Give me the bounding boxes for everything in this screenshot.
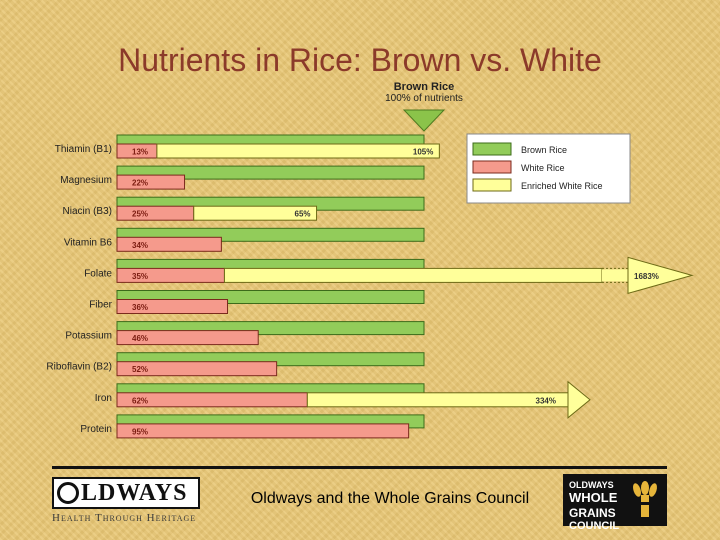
category-label: Fiber bbox=[89, 300, 112, 311]
category-label: Vitamin B6 bbox=[64, 237, 113, 248]
oldways-tagline: Health Through Heritage bbox=[52, 512, 197, 524]
legend-swatch bbox=[472, 178, 512, 192]
wgc-line4: COUNCIL bbox=[569, 520, 620, 532]
whole-grains-council-logo: OLDWAYS WHOLE GRAINS COUNCIL bbox=[563, 474, 667, 532]
label-white-rice: 62% bbox=[132, 396, 148, 405]
bar-white-rice bbox=[116, 236, 222, 252]
category-label: Potassium bbox=[65, 331, 112, 342]
label-enriched-white-rice: 334% bbox=[536, 396, 556, 405]
label-enriched-white-rice: 65% bbox=[295, 210, 311, 219]
reference-title: Brown Rice bbox=[394, 81, 455, 93]
bar-enriched-arrowhead bbox=[627, 256, 694, 295]
bar-enriched-break-fill bbox=[602, 269, 628, 282]
footer-divider bbox=[52, 466, 667, 469]
legend-label: White Rice bbox=[521, 163, 565, 173]
wgc-line2: WHOLE bbox=[569, 490, 618, 505]
bar-white-rice bbox=[116, 330, 259, 346]
category-label: Folate bbox=[84, 268, 112, 279]
label-white-rice: 13% bbox=[132, 148, 148, 157]
wgc-line3-word: GRAINS bbox=[569, 506, 616, 520]
category-label: Niacin (B3) bbox=[63, 206, 112, 217]
bar-enriched-white-rice bbox=[193, 205, 318, 221]
label-enriched-white-rice: 1683% bbox=[634, 272, 659, 281]
bar-white-rice bbox=[116, 205, 195, 221]
label-white-rice: 35% bbox=[132, 272, 148, 281]
oldways-logo: LDWAYS bbox=[52, 477, 200, 509]
legend-swatch bbox=[472, 160, 512, 174]
page-title: Nutrients in Rice: Brown vs. White bbox=[118, 42, 602, 78]
bar-white-rice bbox=[116, 174, 186, 190]
reference-arrow bbox=[402, 109, 446, 132]
category-label: Magnesium bbox=[60, 175, 112, 186]
bar-brown-rice bbox=[116, 165, 425, 180]
legend-label: Enriched White Rice bbox=[521, 181, 603, 191]
label-white-rice: 36% bbox=[132, 303, 148, 312]
bar-enriched-arrowhead bbox=[567, 380, 591, 419]
bar-enriched-white-rice bbox=[306, 392, 569, 408]
bar-white-rice bbox=[116, 299, 229, 314]
bar-enriched-white-rice bbox=[223, 267, 603, 283]
label-white-rice: 46% bbox=[132, 334, 148, 343]
wgc-line3: GRAINS COUNCIL bbox=[569, 506, 619, 532]
oldways-logo-ring bbox=[57, 482, 79, 504]
label-white-rice: 25% bbox=[132, 210, 148, 219]
oldways-logo-text: LDWAYS bbox=[81, 480, 188, 506]
label-white-rice: 22% bbox=[132, 179, 148, 188]
legend-label: Brown Rice bbox=[521, 145, 567, 155]
label-white-rice: 34% bbox=[132, 241, 148, 250]
footer-credit: Oldways and the Whole Grains Council bbox=[250, 490, 530, 507]
reference-subtitle: 100% of nutrients bbox=[385, 93, 463, 104]
legend-swatch bbox=[472, 142, 512, 156]
category-label: Iron bbox=[95, 393, 112, 404]
label-white-rice: 52% bbox=[132, 365, 148, 374]
category-label: Protein bbox=[80, 424, 112, 435]
category-label: Riboflavin (B2) bbox=[46, 362, 112, 373]
bar-enriched-white-rice bbox=[156, 143, 440, 159]
label-white-rice: 95% bbox=[132, 427, 148, 436]
wgc-line1: OLDWAYS bbox=[569, 480, 614, 490]
wheat-sheaf-icon bbox=[633, 481, 657, 517]
category-label: Thiamin (B1) bbox=[55, 144, 112, 155]
label-enriched-white-rice: 105% bbox=[413, 148, 433, 157]
bar-white-rice bbox=[116, 423, 410, 439]
bar-white-rice bbox=[116, 361, 278, 377]
